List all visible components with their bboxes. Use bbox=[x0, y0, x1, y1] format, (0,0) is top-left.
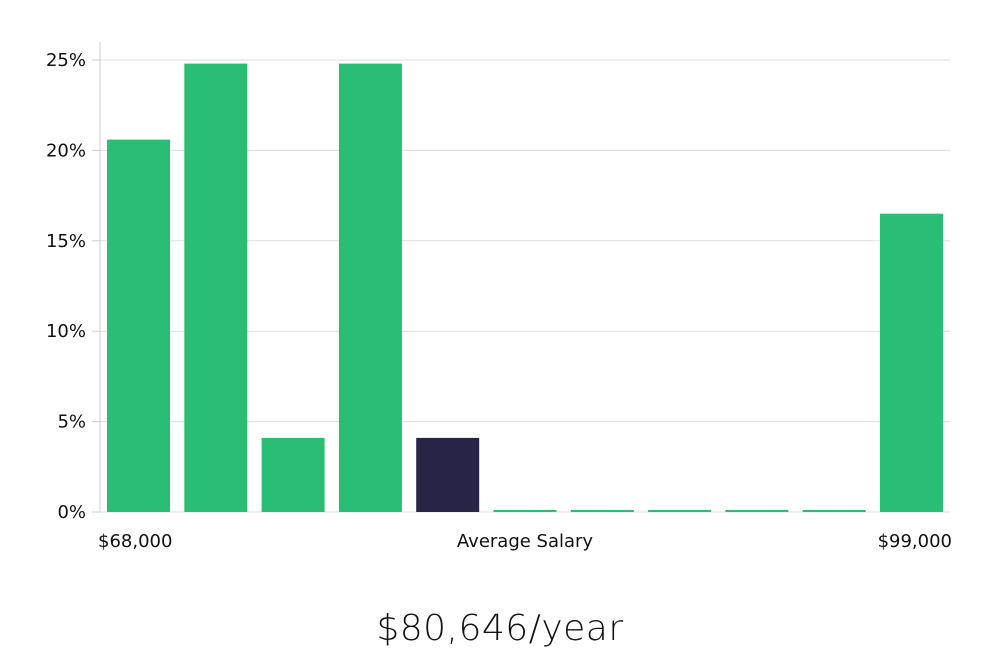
x-max-label: $99,000 bbox=[878, 531, 952, 552]
average-salary-value: $80,646/year bbox=[376, 608, 624, 649]
y-tick-label: 15% bbox=[46, 231, 86, 252]
bar bbox=[338, 63, 402, 512]
y-tick-label: 20% bbox=[46, 140, 86, 161]
salary-histogram: 0%5%10%15%20%25% $68,000 Average Salary … bbox=[46, 41, 952, 552]
bar bbox=[880, 213, 943, 512]
bar bbox=[184, 63, 248, 512]
bar bbox=[261, 437, 325, 512]
bar bbox=[493, 510, 557, 512]
y-tick-label: 5% bbox=[57, 412, 86, 433]
bar bbox=[802, 510, 866, 512]
y-tick-label: 0% bbox=[57, 502, 86, 523]
x-min-label: $68,000 bbox=[98, 531, 172, 552]
y-tick-labels: 0% 5% 10% 15% 20% 25% bbox=[46, 50, 86, 523]
y-tick-label: 10% bbox=[46, 321, 86, 342]
bar bbox=[725, 510, 789, 512]
bar bbox=[570, 510, 634, 512]
x-center-label: Average Salary bbox=[457, 531, 594, 552]
bar bbox=[107, 139, 170, 512]
bar-highlight bbox=[416, 437, 480, 512]
bars bbox=[107, 63, 943, 512]
bar bbox=[648, 510, 712, 512]
y-tick-label: 25% bbox=[46, 50, 86, 71]
